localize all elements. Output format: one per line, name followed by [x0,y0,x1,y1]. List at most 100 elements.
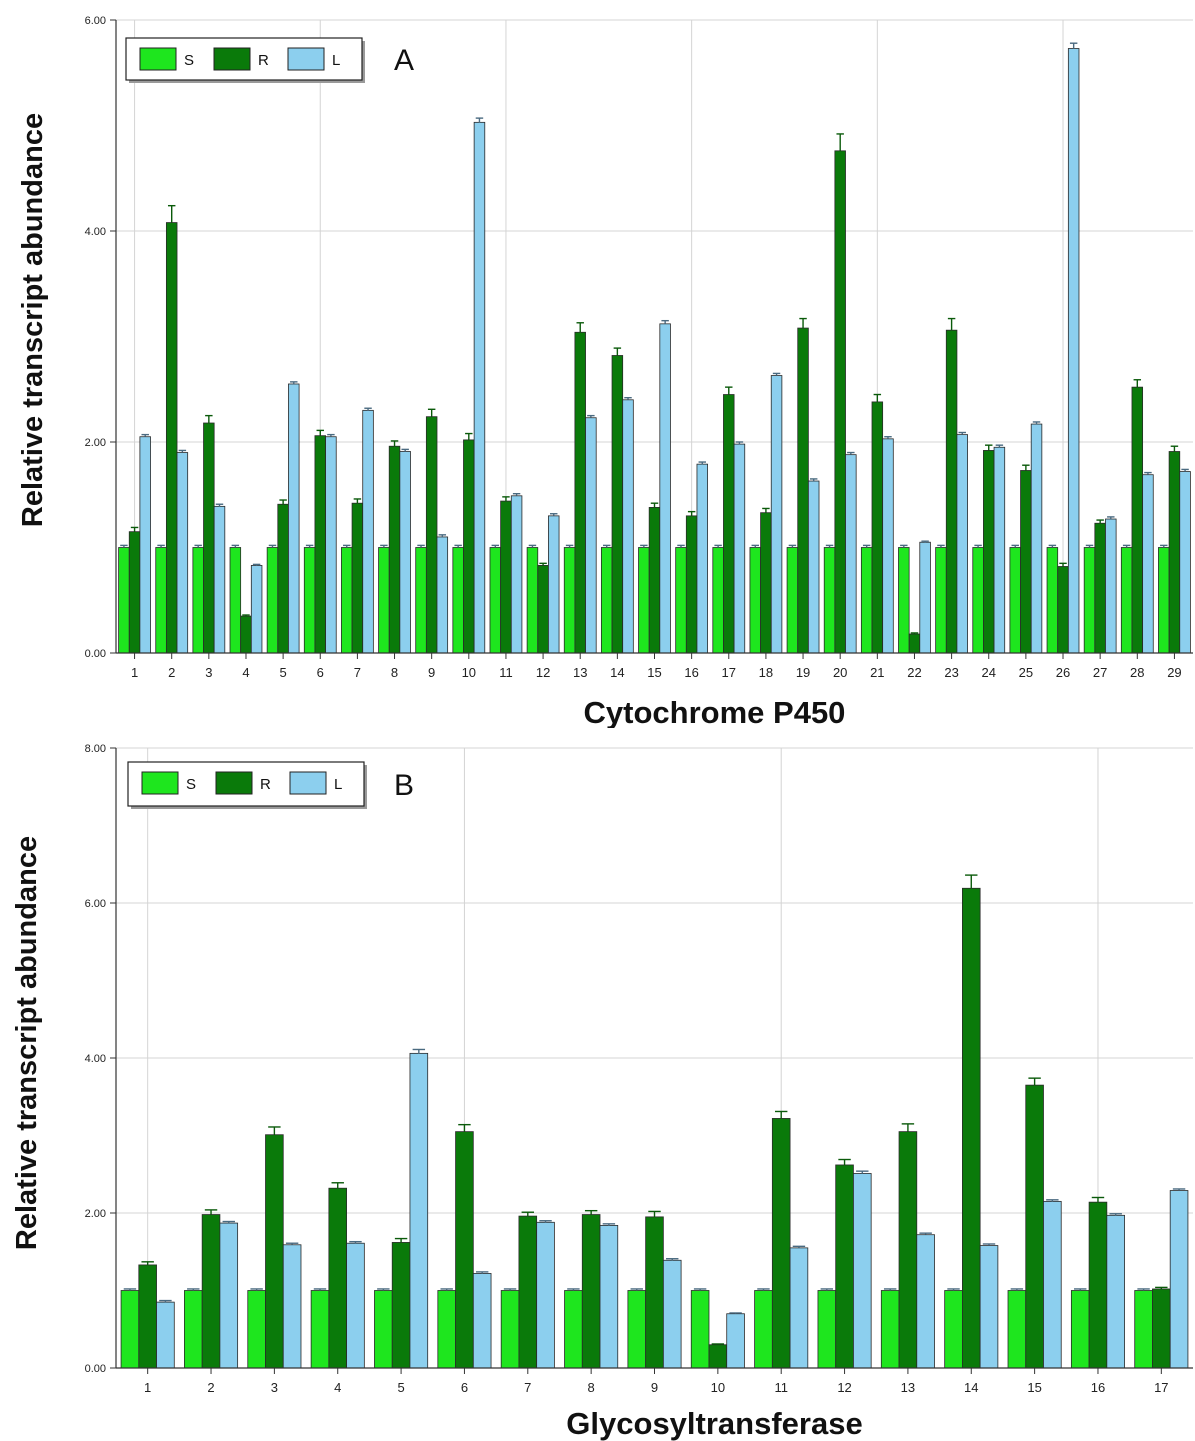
bar-L [1169,1190,1189,1369]
bar-L [726,1313,745,1369]
bar-S [880,1290,900,1369]
x-tick-label: 27 [1093,665,1107,680]
bar-L [979,1245,999,1369]
bar-R [797,327,809,654]
bar-R [945,329,958,654]
bar-R [908,633,921,654]
bar-R [1152,1288,1171,1369]
legend-swatch-L [287,47,325,71]
bar-R [351,502,364,654]
x-axis-title: Cytochrome P450 [584,695,846,728]
x-tick-label: 13 [573,665,587,680]
bar-L [845,454,857,654]
bar-S [860,547,873,654]
bar-S [600,547,613,654]
bar-L [288,383,300,654]
x-tick-label: 11 [774,1380,788,1395]
bar-L [346,1242,365,1369]
bar-R [463,439,475,654]
x-tick-label: 14 [964,1380,978,1395]
bar-S [526,547,539,654]
bar-R [1057,566,1069,654]
bar-L [219,1222,239,1369]
bar-L [733,443,746,654]
x-tick-label: 6 [317,665,324,680]
x-tick-label: 3 [271,1380,278,1395]
x-tick-label: 16 [1091,1380,1105,1395]
bar-S [563,547,576,654]
bar-L [1179,471,1191,654]
x-tick-label: 26 [1056,665,1070,680]
bar-L [472,1273,492,1369]
bar-L [548,515,560,654]
bar-S [754,1290,773,1369]
bar-S [935,547,947,654]
legend-label-S: S [184,52,194,69]
bar-R [834,150,846,654]
bar-L [1043,1200,1062,1369]
bar-R [1168,451,1181,654]
bar-L [362,409,374,654]
bar-R [500,500,512,654]
bar-L [1067,48,1080,654]
x-tick-label: 1 [144,1380,151,1395]
bar-L [882,438,894,654]
x-tick-label: 14 [610,665,624,680]
legend-swatch-S [141,771,179,795]
bar-R [611,355,624,654]
bar-R [574,331,586,654]
x-tick-label: 2 [207,1380,214,1395]
bar-S [247,1290,266,1369]
x-tick-label: 9 [651,1380,658,1395]
x-tick-label: 5 [280,665,287,680]
bar-S [564,1290,583,1369]
bar-S [500,1290,520,1369]
panel-label: B [394,769,414,802]
bar-R [983,450,995,654]
bar-R [581,1214,601,1369]
bar-L [956,434,968,654]
bar-L [807,480,820,654]
bar-R [771,1118,791,1369]
x-tick-label: 15 [1027,1380,1041,1395]
bar-S [192,547,204,654]
bar-L [916,1234,935,1369]
bar-S [452,547,464,654]
bar-L [213,505,226,654]
bar-R [961,887,981,1369]
y-tick-label: 0.00 [85,1363,106,1375]
x-tick-label: 18 [759,665,773,680]
bar-L [536,1221,555,1369]
x-tick-label: 19 [796,665,810,680]
bar-S [229,547,242,654]
bar-S [1158,547,1170,654]
bar-L [1142,474,1154,654]
bar-S [638,547,650,654]
bar-S [1083,547,1096,654]
chart-panel-a: 0.00 2.00 4.00 6.00 1 2 3 4 5 6 7 8 9 10 11 12 13 14 15 16 1… [17,15,1193,728]
legend-swatch-L [289,771,327,795]
bar-R [138,1264,157,1369]
x-tick-label: 12 [837,1380,851,1395]
bar-R [1094,522,1106,654]
y-tick-label: 2.00 [85,437,106,449]
bar-L [853,1173,872,1369]
bar-R [391,1242,411,1369]
bar-S [1134,1290,1153,1369]
x-tick-label: 5 [397,1380,404,1395]
bar-S [1009,547,1021,654]
bar-L [409,1052,429,1369]
bar-R [898,1131,918,1369]
bar-R [648,507,661,654]
x-tick-label: 10 [711,1380,725,1395]
x-tick-label: 12 [536,665,550,680]
x-tick-label: 17 [1154,1380,1168,1395]
bar-L [436,536,449,654]
bar-S [120,1290,140,1369]
bar-R [328,1187,348,1369]
bar-R [1020,470,1032,654]
bar-R [1025,1084,1044,1369]
panel-label: A [394,44,414,77]
x-tick-label: 13 [901,1380,915,1395]
